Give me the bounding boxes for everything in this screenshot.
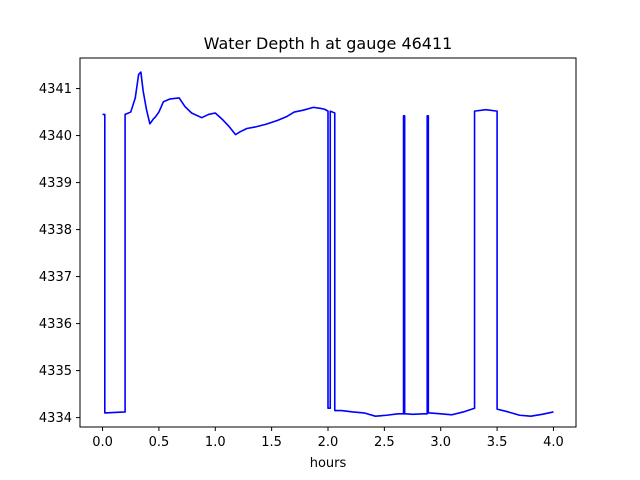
x-tick-label: 4.0: [543, 435, 564, 450]
x-tick-label: 1.5: [261, 435, 282, 450]
y-axis: 4334 4335 4336 4337 4338 4339 4340 4341: [39, 82, 80, 426]
y-tick-label: 4334: [39, 411, 72, 426]
x-tick-label: 1.0: [205, 435, 226, 450]
chart-title: Water Depth h at gauge 46411: [204, 34, 453, 53]
y-tick-label: 4340: [39, 129, 72, 144]
series-layer: [102, 71, 554, 417]
y-tick-label: 4339: [39, 176, 72, 191]
x-tick-label: 2.5: [374, 435, 395, 450]
x-axis-label: hours: [310, 456, 347, 471]
y-tick-label: 4338: [39, 223, 72, 238]
y-tick-label: 4337: [39, 270, 72, 285]
y-tick-label: 4336: [39, 317, 72, 332]
y-tick-label: 4335: [39, 364, 72, 379]
x-tick-label: 0.5: [149, 435, 170, 450]
series-line-0: [102, 71, 554, 417]
x-tick-label: 2.0: [318, 435, 339, 450]
y-tick-label: 4341: [39, 82, 72, 97]
x-tick-label: 0.0: [92, 435, 113, 450]
x-tick-label: 3.0: [430, 435, 451, 450]
x-axis: 0.0 0.5 1.0 1.5 2.0 2.5 3.0 3.5 4.0: [92, 427, 564, 450]
x-tick-label: 3.5: [487, 435, 508, 450]
